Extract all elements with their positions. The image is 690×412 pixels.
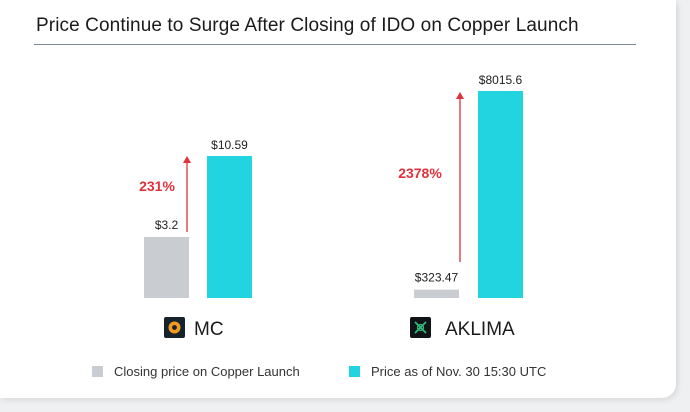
chart-title: Price Continue to Surge After Closing of… <box>36 15 579 36</box>
category-label-mc: MC <box>194 319 224 340</box>
legend-item-current: Price as of Nov. 30 15:30 UTC <box>349 364 546 379</box>
change-percent-aklima: 2378% <box>398 165 442 181</box>
title-divider <box>34 44 636 45</box>
growth-arrow-head-icon <box>456 92 464 99</box>
growth-arrow-head-icon <box>183 156 191 163</box>
legend-item-closing: Closing price on Copper Launch <box>92 364 300 379</box>
bar-current-label-aklima: $8015.6 <box>479 73 523 87</box>
mc-logo-center <box>172 325 177 330</box>
legend-swatch-current <box>349 366 360 377</box>
legend-swatch-closing <box>92 366 103 377</box>
bar-current-aklima <box>478 91 523 298</box>
bar-current-label-mc: $10.59 <box>211 138 248 152</box>
aklima-logo-ring <box>416 323 425 332</box>
aklima-logo-mark <box>414 321 427 334</box>
category-label-aklima: AKLIMA <box>445 319 515 340</box>
change-percent-mc: 231% <box>139 178 175 194</box>
bar-closing-label-mc: $3.2 <box>155 218 179 232</box>
bar-closing-label-aklima: $323.47 <box>415 271 459 285</box>
bar-closing-mc <box>144 237 189 298</box>
bar-closing-aklima <box>414 289 459 298</box>
chart-card <box>0 0 676 398</box>
bar-current-mc <box>207 156 252 298</box>
legend-label-current: Price as of Nov. 30 15:30 UTC <box>371 364 547 379</box>
legend-label-closing: Closing price on Copper Launch <box>114 364 300 379</box>
